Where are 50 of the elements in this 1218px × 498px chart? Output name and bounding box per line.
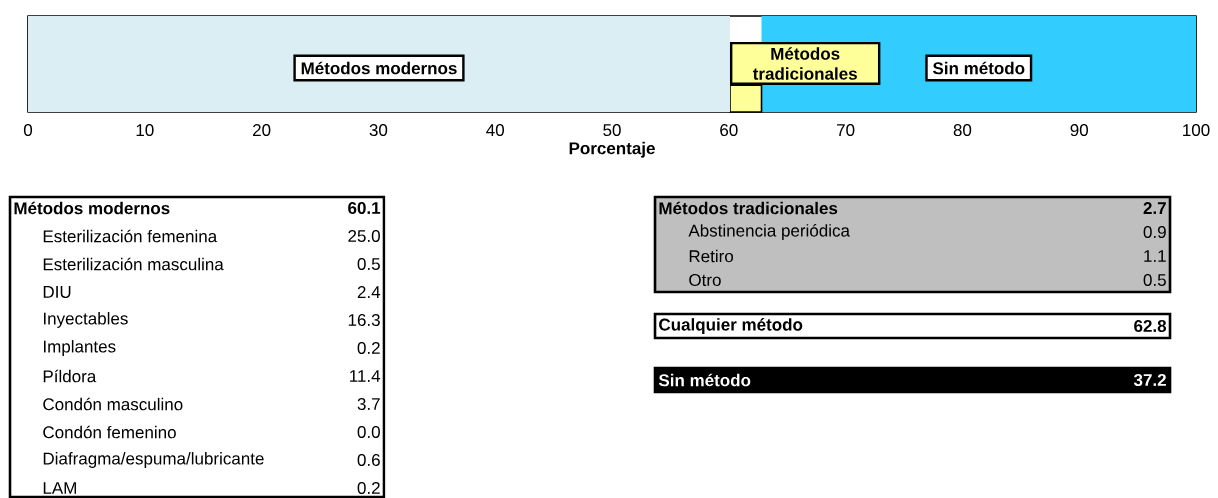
category-label: DIU — [43, 286, 71, 298]
x-tick-label: 60 — [720, 124, 738, 137]
category-label: Implantes — [43, 340, 116, 356]
series-label: Métodos modernos — [301, 61, 457, 75]
text: 0.9 — [1143, 225, 1166, 239]
text: 62.8 — [1134, 319, 1167, 333]
category-label: Condón femenino — [43, 425, 176, 439]
x-tick-label: 30 — [369, 124, 388, 137]
category-label: Métodos modernos — [14, 201, 170, 215]
category-label: Esterilización femenina — [43, 229, 218, 243]
bar — [28, 16, 730, 112]
series-label: Métodos tradicionales — [752, 47, 857, 80]
category-label: Inyectables — [43, 312, 128, 328]
category-label: Sin método — [658, 373, 751, 387]
series-label: Sin método — [933, 61, 1025, 75]
text: 60.1 — [348, 201, 381, 215]
x-tick-label: 10 — [136, 124, 154, 137]
text: 1.1 — [1144, 250, 1166, 262]
x-tick-label: 90 — [1070, 124, 1088, 137]
x-tick-label: 40 — [486, 124, 504, 137]
x-axis-title: Porcentaje — [569, 141, 655, 158]
text: 0.0 — [357, 425, 380, 439]
category-label: Esterilización masculina — [43, 257, 224, 271]
x-tick-label: 20 — [253, 124, 271, 137]
category-label: Retiro — [689, 249, 734, 263]
text: 37.2 — [1133, 373, 1166, 387]
text: 25.0 — [348, 229, 380, 243]
category-label: LAM — [43, 482, 76, 494]
text: 3.7 — [357, 397, 380, 411]
category-label: Píldora — [43, 369, 97, 383]
x-tick-label: 0 — [23, 124, 33, 137]
text: 2.7 — [1143, 202, 1166, 214]
category-label: Métodos tradicionales — [659, 201, 838, 215]
text: 0.6 — [357, 454, 380, 467]
x-tick-label: 70 — [837, 124, 855, 137]
text: 0.5 — [357, 257, 380, 271]
x-tick-label: 100 — [1183, 124, 1210, 137]
text: 0.5 — [1143, 273, 1166, 287]
x-tick-label: 50 — [603, 124, 621, 137]
text: 0.2 — [357, 482, 380, 495]
text: 0.2 — [357, 341, 380, 355]
category-label: Otro — [689, 273, 721, 287]
text: 11.4 — [350, 370, 381, 382]
category-label: Condón masculino — [43, 397, 183, 411]
category-label: Abstinencia periódica — [688, 223, 850, 240]
x-tick-label: 80 — [953, 124, 972, 137]
category-label: Diafragma/espuma/lubricante — [43, 452, 264, 468]
category-label: Cualquier método — [659, 317, 803, 334]
text: 16.3 — [348, 313, 380, 327]
text: 2.4 — [357, 286, 381, 298]
